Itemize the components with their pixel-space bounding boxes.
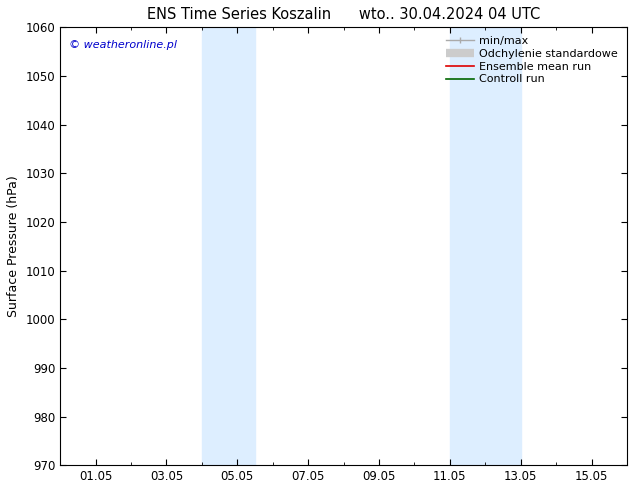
Y-axis label: Surface Pressure (hPa): Surface Pressure (hPa) (7, 175, 20, 317)
Title: ENS Time Series Koszalin      wto.. 30.04.2024 04 UTC: ENS Time Series Koszalin wto.. 30.04.202… (147, 7, 540, 22)
Bar (450, 27, 521, 465)
Legend: min/max, Odchylenie standardowe, Ensemble mean run, Controll run: min/max, Odchylenie standardowe, Ensembl… (443, 33, 621, 88)
Bar (202, 27, 255, 465)
Text: © weatheronline.pl: © weatheronline.pl (68, 40, 177, 50)
